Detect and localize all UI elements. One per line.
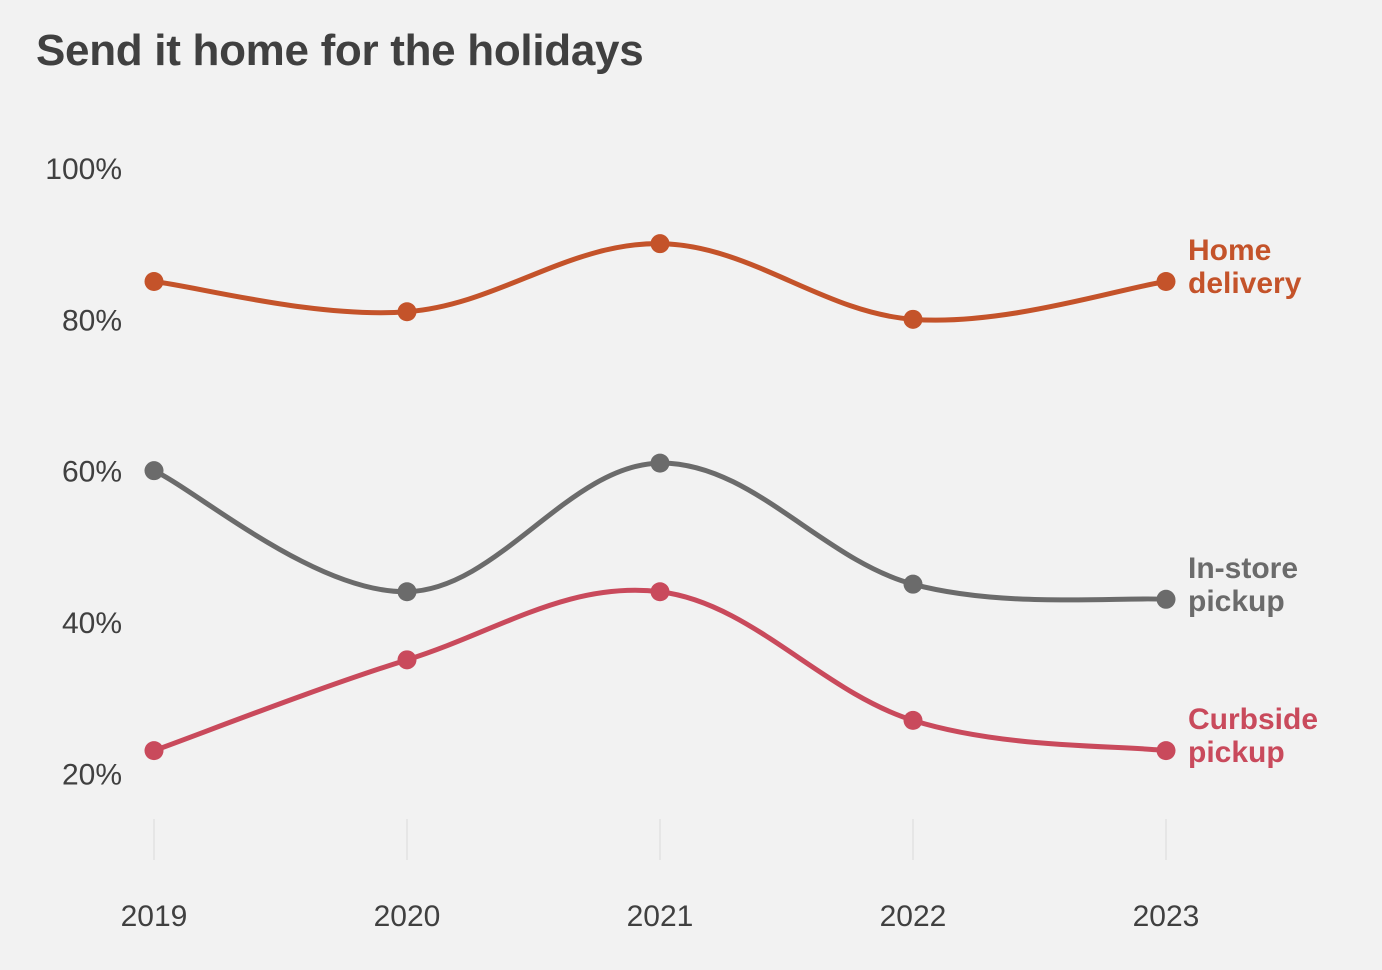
series-label: pickup [1188, 585, 1285, 618]
y-axis: 20% 40% 60% 80% 100% [45, 153, 122, 791]
series-line [151, 241, 1169, 323]
data-point [144, 272, 164, 291]
data-point [650, 234, 670, 254]
data-point [397, 302, 417, 322]
series-line [151, 460, 1169, 603]
series-label: pickup [1188, 736, 1285, 769]
data-point [650, 453, 670, 473]
data-point [903, 710, 923, 730]
x-axis: 2019 2020 2021 2022 2023 [121, 900, 1200, 933]
y-tick-label: 100% [45, 153, 122, 186]
x-tick-label: 2021 [627, 900, 694, 933]
data-point [144, 741, 164, 761]
y-tick-label: 20% [62, 758, 122, 791]
series-line [151, 587, 1169, 754]
data-point [903, 309, 923, 329]
y-tick-label: 60% [62, 456, 122, 489]
series-label: Home [1188, 234, 1271, 267]
chart-title: Send it home for the holidays [36, 26, 644, 75]
series-label: delivery [1188, 267, 1302, 300]
series-label: Curbside [1188, 703, 1318, 736]
x-tick-label: 2020 [374, 900, 441, 933]
data-point [1156, 272, 1176, 291]
data-point [144, 461, 164, 481]
data-point [903, 574, 923, 594]
data-point [397, 582, 417, 602]
y-tick-label: 40% [62, 607, 122, 640]
x-tick-label: 2023 [1133, 900, 1200, 933]
x-tick-label: 2022 [880, 900, 947, 933]
data-point [1156, 589, 1176, 609]
series-label: In-store [1188, 552, 1298, 585]
x-tick-label: 2019 [121, 900, 188, 933]
data-point [397, 650, 417, 670]
data-point [650, 582, 670, 602]
data-point [1156, 741, 1176, 761]
x-gridlines [153, 819, 1167, 860]
y-tick-label: 80% [62, 304, 122, 337]
